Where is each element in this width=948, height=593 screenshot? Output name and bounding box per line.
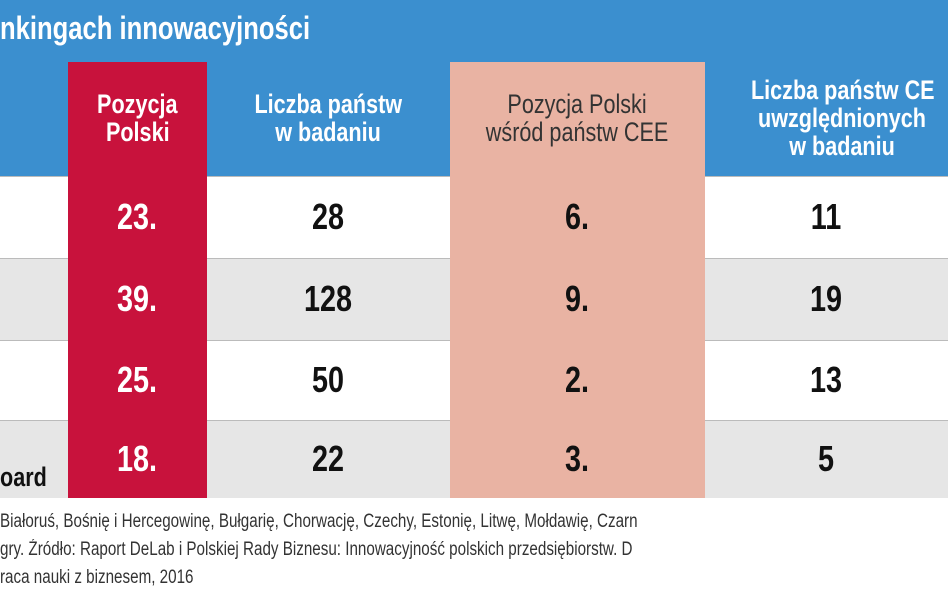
header-cell-text: w badaniu [789,131,896,161]
table-cell-text: 28 [312,196,345,237]
title-text: nkingach innowacyjności [0,10,311,46]
header-cell-text: uwzględnionych [758,103,927,133]
table-cell: 3. [450,438,705,480]
header-cell: Pozycja Polski [450,91,705,118]
table-cell: 50 [207,359,450,401]
table-cell-text: 11 [811,196,842,237]
table-cell: 5 [705,438,948,480]
table-cell: 18. [68,438,207,480]
table-cell-text: 18. [117,438,158,479]
header-cell: uwzględnionych [705,105,948,132]
table-cell-text: 13 [810,359,843,400]
title: nkingach innowacyjności [0,10,388,47]
header-cell: Polski [68,119,207,146]
row-label: oard [0,462,59,493]
table-cell-text: 6. [565,196,590,237]
header-cell: Liczba państw CE [705,77,948,104]
table-cell: 13 [705,359,948,401]
header-cell-text: Polski [105,117,170,147]
column-highlight [450,62,705,498]
table-cell: 19 [705,278,948,320]
table-cell-text: 19 [810,278,843,319]
table-cell: 11 [705,196,948,238]
table-cell-text: 3. [565,438,590,479]
header-cell: w badaniu [705,133,948,160]
footnote-line-text: gry. Źródło: Raport DeLab i Polskiej Rad… [0,539,633,560]
table-cell: 23. [68,196,207,238]
table-cell-text: 5 [818,438,835,479]
table-cell-text: 128 [304,278,353,319]
header-cell-text: Liczba państw [254,89,403,119]
table-cell: 28 [207,196,450,238]
header-cell: w badaniu [207,119,450,146]
column-highlight [68,62,207,498]
table-cell: 22 [207,438,450,480]
header-cell: wśród państw CEE [450,119,705,146]
header-cell-text: w badaniu [275,117,382,147]
footnote-line: Białoruś, Bośnię i Hercegowinę, Bułgarię… [0,511,797,533]
table-cell-text: 23. [117,196,158,237]
table-cell-text: 9. [565,278,590,319]
table-cell-text: 2. [565,359,590,400]
footnote-line: gry. Źródło: Raport DeLab i Polskiej Rad… [0,539,791,561]
header-cell-text: wśród państw CEE [486,117,669,147]
table-cell: 128 [207,278,450,320]
table-cell: 9. [450,278,705,320]
header-cell-text: Pozycja [97,89,178,119]
table-cell: 2. [450,359,705,401]
table-cell-text: 22 [312,438,345,479]
table-cell-text: 50 [312,359,345,400]
header-cell: Pozycja [68,91,207,118]
table-cell-text: 39. [117,278,158,319]
table-cell: 25. [68,359,207,401]
row-label-text: oard [0,462,47,492]
table-cell: 6. [450,196,705,238]
header-cell: Liczba państw [207,91,450,118]
footnote-line: raca nauki z biznesem, 2016 [0,567,242,589]
footnote-line-text: raca nauki z biznesem, 2016 [0,567,194,588]
table-cell: 39. [68,278,207,320]
header-cell-text: Liczba państw CE [750,75,935,105]
footnote-line-text: Białoruś, Bośnię i Hercegowinę, Bułgarię… [0,511,638,532]
table-cell-text: 25. [117,359,158,400]
header-cell-text: Pozycja Polski [507,89,648,119]
